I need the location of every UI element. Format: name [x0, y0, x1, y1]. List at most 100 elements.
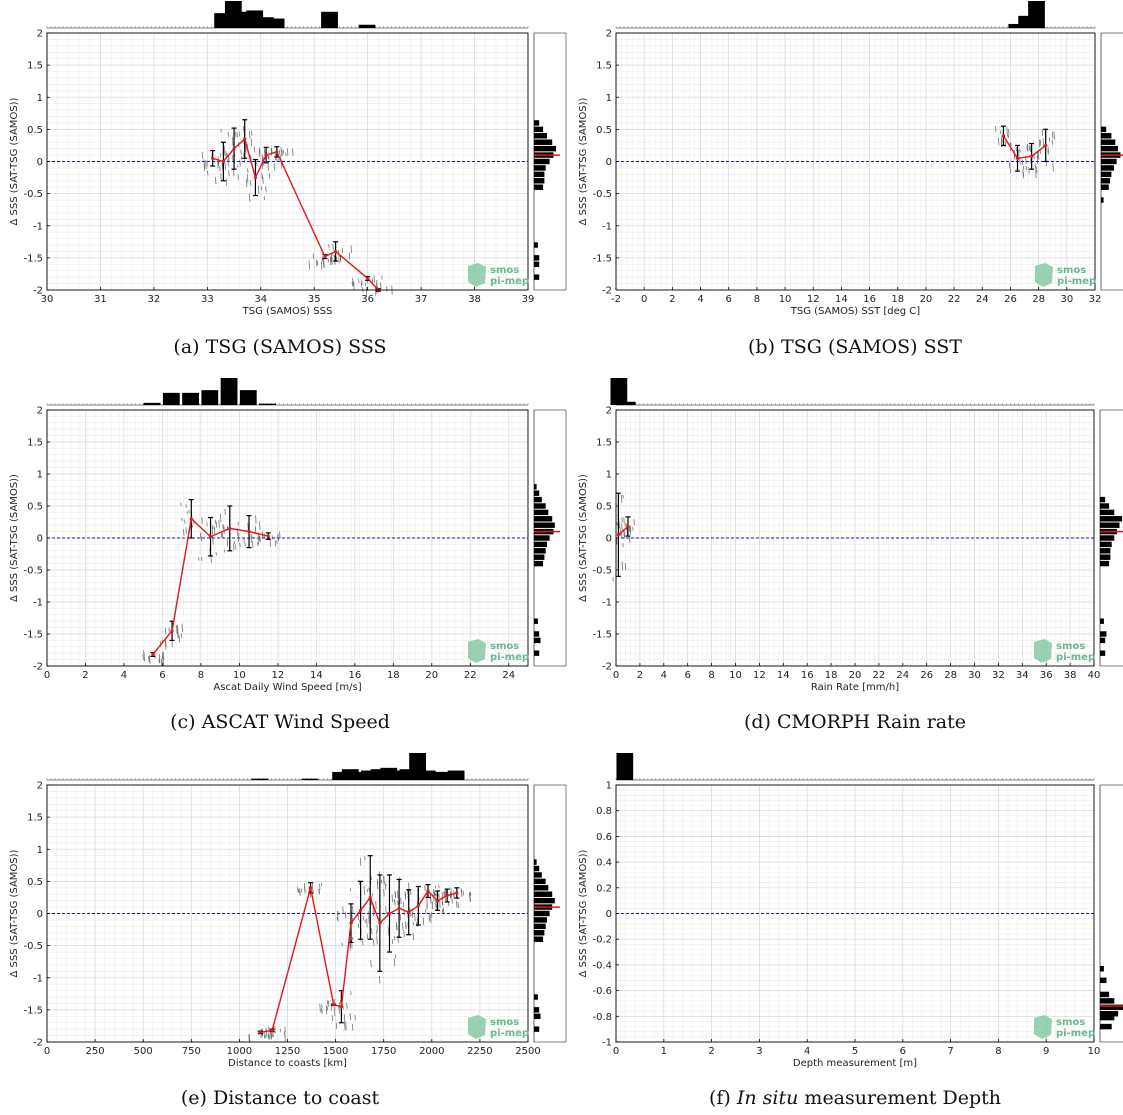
y-tick-label: 1: [606, 93, 612, 104]
y-tick-label: -1.5: [23, 253, 43, 264]
top-histogram-bar: [616, 753, 634, 780]
x-tick-label: 30: [41, 294, 54, 305]
scatter-point: [342, 1006, 344, 1010]
scatter-point: [236, 132, 238, 138]
scatter-point: [273, 163, 275, 171]
scatter-point: [1036, 152, 1039, 159]
x-tick-label: 36: [361, 294, 374, 305]
y-tick-label: -0.2: [592, 935, 612, 946]
scatter-point: [1027, 143, 1029, 152]
scatter-point: [470, 891, 472, 896]
right-histogram-bar: [534, 133, 547, 139]
scatter-point: [1047, 146, 1049, 153]
binned-mean-point: [626, 524, 630, 529]
binned-mean-point: [170, 629, 174, 633]
binned-mean-point: [435, 899, 440, 903]
right-histogram-bar: [534, 490, 540, 496]
binned-mean-point: [1044, 143, 1048, 148]
scatter-point: [1042, 138, 1044, 148]
y-tick-label: 2: [606, 406, 612, 417]
scatter-point: [308, 260, 310, 270]
scatter-point: [316, 259, 318, 267]
right-histogram-bar: [534, 1007, 540, 1013]
x-tick-label: 38: [468, 294, 481, 305]
scatter-point: [621, 517, 623, 523]
scatter-point: [352, 1024, 354, 1031]
scatter-point: [265, 185, 267, 193]
scatter-point: [211, 527, 214, 535]
x-tick-label: 0: [641, 294, 647, 305]
right-histogram-bar: [1101, 178, 1111, 184]
x-tick-label: 18: [891, 294, 904, 305]
right-histogram-bar: [1100, 541, 1112, 548]
x-tick-label: 8: [754, 294, 760, 305]
scatter-point: [178, 635, 180, 643]
scatter-point: [227, 132, 229, 137]
x-tick-label: 6: [159, 670, 165, 681]
scatter-point: [331, 1014, 334, 1022]
scatter-point: [286, 148, 289, 156]
logo-text-smos: smos: [1057, 265, 1086, 276]
logo-mark: [468, 1015, 486, 1039]
scatter-point: [320, 882, 323, 887]
scatter-point: [282, 149, 285, 154]
scatter-point: [333, 1007, 336, 1016]
scatter-point: [394, 936, 396, 941]
y-tick-label: 0.6: [596, 832, 612, 843]
x-tick-label: 4: [697, 294, 703, 305]
right-histogram-bar: [1101, 133, 1112, 139]
x-tick-label: 16: [348, 670, 361, 681]
scatter-point: [1038, 151, 1040, 160]
scatter-point: [258, 149, 261, 158]
logo-text-pimep: pi-mep: [490, 1028, 529, 1039]
scatter-point: [399, 914, 402, 921]
scatter-point: [366, 888, 369, 893]
top-histogram-bar: [143, 402, 161, 405]
scatter-point: [250, 534, 252, 543]
x-tick-label: 2000: [419, 1046, 444, 1057]
panel-b: -2 0 2 4 6 8 10 12 14 16 18 20 22 24 26 28 30 32-2-1.5-1-…: [578, 1, 1123, 358]
scatter-point: [379, 975, 381, 984]
scatter-point: [198, 557, 200, 561]
scatter-point: [402, 901, 405, 907]
right-histogram-bar: [1100, 560, 1110, 567]
scatter-point: [278, 149, 281, 155]
scatter-point: [1026, 146, 1028, 151]
y-axis-label: Δ SSS (SAT-TSG (SAMOS)): [578, 97, 589, 225]
scatter-point: [621, 532, 623, 538]
y-tick-label: 0: [37, 534, 43, 545]
x-tick-label: 1000: [227, 1046, 252, 1057]
logo-text-pimep: pi-mep: [1056, 652, 1095, 663]
scatter-point: [461, 890, 463, 897]
scatter-point: [424, 885, 426, 892]
scatter-point: [386, 286, 388, 292]
binned-mean-point: [308, 886, 313, 890]
y-tick-label: 0.5: [27, 125, 43, 136]
y-tick-label: 0.4: [596, 858, 612, 869]
binned-mean-point: [378, 921, 382, 925]
x-tick-label: 28: [944, 670, 957, 681]
scatter-point: [240, 149, 242, 155]
scatter-point: [247, 522, 249, 531]
panel-caption: (f) In situ measurement Depth: [709, 1087, 1001, 1109]
scatter-point: [207, 170, 209, 176]
scatter-point: [251, 535, 253, 539]
y-tick-label: 2: [37, 29, 43, 40]
scatter-point: [238, 131, 240, 137]
scatter-point: [258, 535, 260, 542]
right-histogram-bar: [534, 171, 545, 178]
scatter-point: [235, 131, 237, 138]
scatter-point: [624, 523, 626, 527]
binned-mean-point: [151, 652, 155, 657]
x-tick-label: 2500: [515, 1046, 540, 1057]
y-tick-label: -2: [33, 286, 43, 297]
logo-text-smos: smos: [490, 1017, 519, 1028]
x-tick-label: 26: [920, 670, 933, 681]
scatter-point: [345, 911, 347, 919]
scatter-point: [332, 243, 334, 251]
binned-mean-point: [253, 175, 258, 180]
x-tick-label: 39: [522, 294, 535, 305]
right-histogram-bar: [534, 1013, 541, 1020]
